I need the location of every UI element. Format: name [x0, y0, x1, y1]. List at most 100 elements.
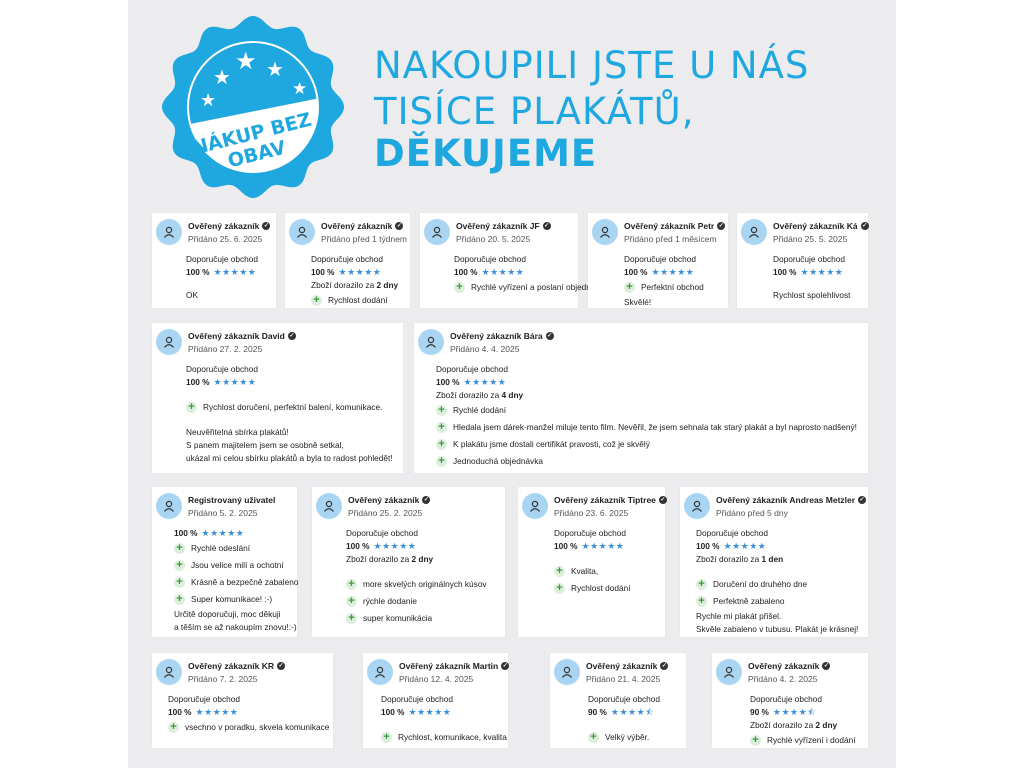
pro-item: + K plakátu jsme dostali certifikát pravo…	[436, 436, 857, 453]
reviewer-name-text: Ověřený zákazník David	[188, 331, 285, 341]
delivery-days: 2 dny	[376, 280, 399, 290]
review-body: Doporučuje obchod 100 % ★★★★★ Zboží dorazil…	[346, 527, 487, 627]
pro-item: + Perfektně zabaleno	[696, 593, 858, 610]
review-date: Přidáno 25. 2. 2025	[348, 508, 423, 518]
rating-percent: 100 %	[346, 541, 370, 551]
plus-icon: +	[554, 566, 565, 577]
review-card: Ověřený zákazník JF ✓ Přidáno 20. 5. 2025 D…	[420, 213, 608, 308]
review-text: Skvěle zabaleno v tubusu. Plakát je krás…	[696, 624, 859, 634]
pro-item: + Krásně a bezpečně zabaleno	[174, 574, 298, 591]
spacer	[186, 279, 258, 289]
delivery-days: 4 dny	[501, 390, 524, 400]
verified-check-icon: ✓	[542, 222, 551, 230]
headline-line-1: NAKOUPILI JSTE U NÁS	[374, 44, 810, 87]
user-icon	[724, 666, 734, 678]
recommend-label: Doporučuje obchod	[186, 364, 258, 374]
rating-percent: 100 %	[624, 267, 648, 277]
review-date: Přidáno 20. 5. 2025	[456, 234, 531, 244]
rating: 90 % ★★★★⯪	[750, 706, 856, 719]
verified-check-icon: ✓	[262, 222, 271, 230]
spacer	[696, 566, 858, 576]
recommend-label: Doporučuje obchod	[168, 694, 240, 704]
pro-text: Rychlost doručení, perfektní balení, kom…	[203, 402, 383, 412]
svg-text:★: ★	[213, 65, 231, 89]
verified-check-icon: ✓	[858, 496, 867, 504]
pro-text: Rychlé vyřízení i dodání	[767, 735, 856, 745]
rating: 100 % ★★★★★	[186, 266, 258, 279]
reviewer-name-text: Ověřený zákazník Andreas Metzler	[716, 495, 856, 505]
rating-percent: 100 %	[186, 377, 210, 387]
pro-item: + Rychlost dodání	[554, 580, 631, 597]
user-icon	[324, 500, 334, 512]
delivery-label: Zboží dorazilo za	[436, 390, 502, 400]
pro-text: Rychlost, komunikace, kvalita	[398, 732, 507, 742]
pro-text: Doručení do druhého dne	[713, 579, 808, 589]
verified-check-icon: ✓	[395, 222, 404, 230]
pro-text: Velký výběr.	[605, 732, 650, 742]
recommend-label: Doporučuje obchod	[186, 254, 258, 264]
plus-icon: +	[454, 282, 465, 293]
user-icon	[600, 226, 610, 238]
star-rating-icons: ★★★★★	[723, 541, 767, 551]
recommend-label: Doporučuje obchod	[454, 254, 526, 264]
review-body: Doporučuje obchod 100 % ★★★★★ OK	[186, 253, 258, 302]
star-icons: ★ ★ ★ ★ ★	[200, 47, 307, 111]
avatar	[684, 493, 710, 519]
verified-check-icon: ✓	[276, 662, 285, 670]
review-date: Přidáno 25. 5. 2025	[773, 234, 848, 244]
plus-icon: +	[588, 732, 599, 743]
user-icon	[749, 226, 759, 238]
rating: 100 % ★★★★★	[624, 266, 704, 279]
review-body: Doporučuje obchod 90 % ★★★★⯪ + Velký výběr.	[588, 693, 660, 746]
svg-text:★: ★	[266, 57, 284, 81]
recommend-label: Doporučuje obchod	[381, 694, 453, 704]
reviewer-name: Ověřený zákazník David ✓	[188, 331, 296, 341]
pro-item: + Hledala jsem dárek-manžel miluje tento …	[436, 419, 857, 436]
delivery-info: Zboží dorazilo za 1 den	[696, 553, 858, 566]
review-date: Přidáno 12. 4. 2025	[399, 674, 474, 684]
review-date: Přidáno 27. 2. 2025	[188, 344, 263, 354]
delivery-info: Zboží dorazilo za 2 dny	[346, 553, 487, 566]
plus-icon: +	[174, 560, 185, 571]
reviewer-name: Ověřený zákazník Martin ✓	[399, 661, 510, 671]
review-body: Doporučuje obchod 100 % ★★★★★ + Rychlé vyříz…	[454, 253, 608, 296]
star-rating-icons: ★★★★★	[213, 267, 257, 277]
review-date: Přidáno 25. 6. 2025	[188, 234, 263, 244]
review-card: Ověřený zákazník KR ✓ Přidáno 7. 2. 2025 Do…	[152, 653, 333, 748]
review-card: Ověřený zákazník ✓ Přidáno 25. 2. 2025 Dopo…	[312, 487, 505, 637]
rating-percent: 90 %	[750, 707, 769, 717]
review-card: Ověřený zákazník ✓ Přidáno před 1 týdnem Do…	[285, 213, 410, 308]
spacer	[554, 553, 631, 563]
delivery-days: 1 den	[761, 554, 784, 564]
reviewer-name: Ověřený zákazník ✓	[348, 495, 431, 505]
rating: 90 % ★★★★⯪	[588, 706, 660, 719]
recommend-label: Doporučuje obchod	[750, 694, 822, 704]
star-rating-icons: ★★★★★	[338, 267, 382, 277]
verified-check-icon: ✓	[717, 222, 726, 230]
rating: 100 % ★★★★★	[381, 706, 507, 719]
avatar	[156, 659, 182, 685]
review-card: Ověřený zákazník Petr ✓ Přidáno před 1 měs…	[588, 213, 728, 308]
pro-text: more skvelých originálnych kúsov	[363, 579, 487, 589]
pro-text: K plakátu jsme dostali certifikát pravos…	[453, 439, 650, 449]
pro-text: vsechno v poradku, skvela komunikace	[185, 722, 330, 732]
reviewer-name: Ověřený zákazník Ká ✓	[773, 221, 869, 231]
recommend-label: Doporučuje obchod	[696, 528, 768, 538]
pro-text: Perfektně zabaleno	[713, 596, 785, 606]
rating: 100 % ★★★★★	[174, 527, 298, 540]
review-text: S panem majitelem jsem se osobně setkal,	[186, 440, 344, 450]
reviewer-name: Ověřený zákazník ✓	[748, 661, 831, 671]
star-rating-icons: ★★★★★	[800, 267, 844, 277]
review-text: a těším se až nakoupím znovu!:-)	[174, 622, 297, 632]
review-card: Ověřený zákazník Martin ✓ Přidáno 12. 4. 2…	[363, 653, 510, 748]
rating-percent: 90 %	[588, 707, 607, 717]
rating-percent: 100 %	[311, 267, 335, 277]
star-rating-icons: ★★★★★	[373, 541, 417, 551]
pro-item: + super komunikácia	[346, 610, 487, 627]
review-card: Registrovaný uživatel Přidáno 5. 2. 2025 1…	[152, 487, 298, 637]
pro-item: + Jednoduchá objednávka	[436, 453, 857, 470]
star-rating-icons: ★★★★⯪	[772, 707, 817, 717]
svg-text:★: ★	[200, 90, 216, 111]
user-icon	[432, 226, 442, 238]
rating: 100 % ★★★★★	[168, 706, 329, 719]
